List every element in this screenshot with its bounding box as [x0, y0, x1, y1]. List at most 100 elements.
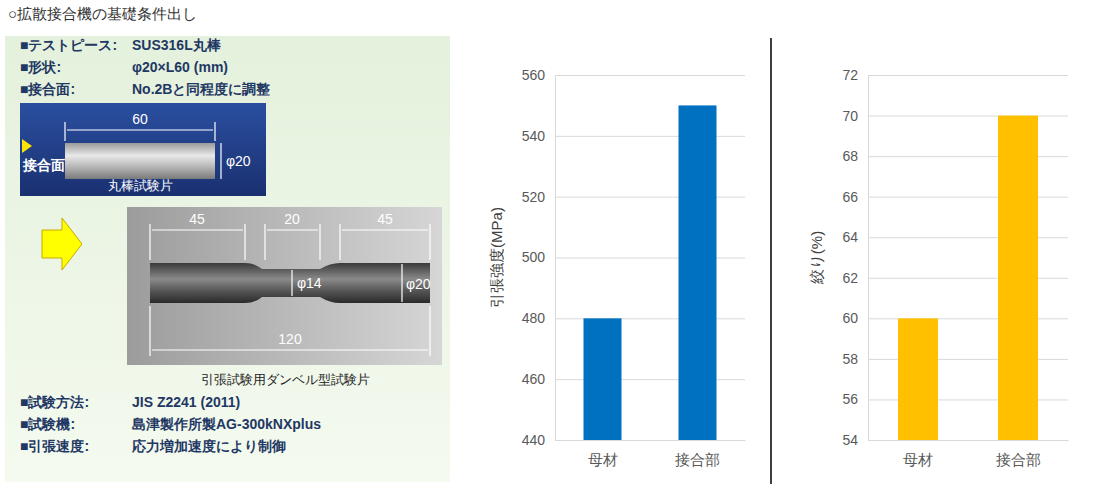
- chart: 54 56 58 60 62 64 66 68 70 72 母材 接合部 絞り(%): [808, 67, 1068, 468]
- dimension-label: φ20: [226, 153, 251, 169]
- dimension-line: [152, 349, 428, 350]
- dimension-label: 45: [189, 211, 205, 227]
- tick: 72: [842, 67, 1068, 83]
- dimension-line: [67, 129, 213, 130]
- category-label: 母材: [903, 451, 933, 468]
- tick-label: 62: [842, 270, 858, 286]
- extension-line: [149, 224, 150, 260]
- spec-label: ■試験機:: [20, 416, 75, 432]
- joint-label: 接合面: [22, 157, 65, 173]
- extension-line: [319, 224, 320, 260]
- category-label: 接合部: [996, 451, 1041, 468]
- tick-label: 500: [522, 249, 546, 265]
- extension-line: [339, 224, 340, 260]
- tick: 接合部: [675, 440, 720, 468]
- arrow: [42, 218, 82, 270]
- dimension-label: 45: [377, 211, 393, 227]
- dimension-line: [152, 229, 243, 230]
- bars: [584, 105, 717, 440]
- dumbbell-photo: 45 20 45 φ14 φ20 120 引張試験用ダンベル型試験片: [127, 207, 442, 387]
- round-bar: [65, 143, 215, 179]
- spec-panel: ■テストピース: SUS316L丸棒 ■形状: φ20×L60 (mm) ■接合面: No…: [5, 36, 450, 482]
- tick: 母材: [588, 440, 618, 468]
- grid-line: [555, 440, 745, 441]
- tick: 接合部: [996, 440, 1041, 468]
- dimension-line: [401, 264, 402, 302]
- dumbbell: [150, 263, 430, 303]
- tick-label: 64: [842, 229, 858, 245]
- extension-line: [429, 306, 430, 356]
- x-axis: 母材 接合部: [869, 440, 1069, 468]
- page: ○拡散接合機の基礎条件出し ■テストピース: SUS316L丸棒 ■形状: φ20×L6…: [0, 0, 1102, 484]
- tick-label: 72: [842, 67, 858, 83]
- tick-label: 70: [842, 108, 858, 124]
- grid-line: [868, 440, 1068, 441]
- tick-label: 560: [522, 67, 546, 83]
- category-label: 母材: [588, 451, 618, 468]
- dimension-label: φ14: [297, 275, 322, 291]
- extension-line: [214, 122, 215, 141]
- tick-label: 66: [842, 189, 858, 205]
- spec-value: 島津製作所製AG-300kNXplus: [132, 416, 321, 432]
- spec-label: ■テストピース:: [20, 37, 117, 53]
- spec-label: ■引張速度:: [20, 438, 89, 454]
- spec-value: No.2Bと同程度に調整: [132, 81, 271, 97]
- bar: [584, 318, 622, 440]
- dimension-line: [291, 270, 292, 296]
- extension-line: [264, 224, 265, 260]
- photo-caption: 丸棒試験片: [108, 178, 173, 193]
- spec-label: ■試験方法:: [20, 394, 89, 410]
- tick-label: 56: [842, 391, 858, 407]
- tick-label: 540: [522, 128, 546, 144]
- tick-label: 520: [522, 189, 546, 205]
- bar: [679, 105, 717, 440]
- spec-value: 応力増加速度により制御: [131, 438, 286, 454]
- photo-background: [127, 207, 442, 365]
- bar: [998, 116, 1038, 440]
- grid-line: [555, 75, 745, 76]
- spec-value: φ20×L60 (mm): [132, 59, 228, 75]
- spec-label: ■接合面:: [20, 81, 75, 97]
- axis-line: [556, 76, 746, 441]
- category-label: 接合部: [675, 451, 720, 468]
- y-axis: 440 460 480 500 520 540 560: [522, 67, 745, 448]
- panel-separator: [770, 38, 772, 484]
- tick: 560: [522, 67, 745, 83]
- panel-background: [5, 36, 450, 482]
- bar: [898, 318, 938, 440]
- dimension-label: 120: [278, 331, 302, 347]
- y-axis: 54 56 58 60 62 64 66 68 70 72: [842, 67, 1068, 448]
- dimension-label: 60: [132, 111, 148, 127]
- axis-line: [869, 440, 1069, 441]
- spec-label: ■形状:: [20, 59, 61, 75]
- dimension-label: 20: [284, 211, 300, 227]
- extension-line: [64, 122, 65, 141]
- joint-marker: [22, 139, 32, 153]
- spec-value: SUS316L丸棒: [132, 37, 222, 53]
- dimension-line: [220, 143, 221, 179]
- tick-label: 480: [522, 310, 546, 326]
- round-bar-photo: 60 φ20 接合面丸棒試験片: [20, 103, 266, 196]
- tick-label: 460: [522, 371, 546, 387]
- chart: 440 460 480 500 520 540 560 母材 接合部 引張強度(MPa): [488, 67, 746, 468]
- x-axis: 母材 接合部: [556, 440, 746, 468]
- axis-title: 絞り(%): [808, 231, 825, 285]
- tick: 母材: [903, 440, 933, 468]
- page-title: ○拡散接合機の基礎条件出し: [8, 5, 197, 22]
- axis-line: [869, 76, 1069, 441]
- tick-label: 68: [842, 148, 858, 164]
- tick-label: 58: [842, 351, 858, 367]
- extension-line: [244, 224, 245, 260]
- tick-label: 440: [522, 432, 546, 448]
- photo-background: [20, 103, 266, 196]
- axis-line: [556, 440, 746, 441]
- dimension-line: [267, 229, 318, 230]
- extension-line: [429, 224, 430, 260]
- photo-caption: 引張試験用ダンベル型試験片: [201, 372, 370, 387]
- spec-value: JIS Z2241 (2011): [132, 394, 240, 410]
- axis-title: 引張強度(MPa): [488, 207, 505, 308]
- tick-label: 54: [842, 432, 858, 448]
- dimension-label: φ20: [406, 276, 431, 292]
- bars: [898, 116, 1038, 440]
- tick-label: 60: [842, 310, 858, 326]
